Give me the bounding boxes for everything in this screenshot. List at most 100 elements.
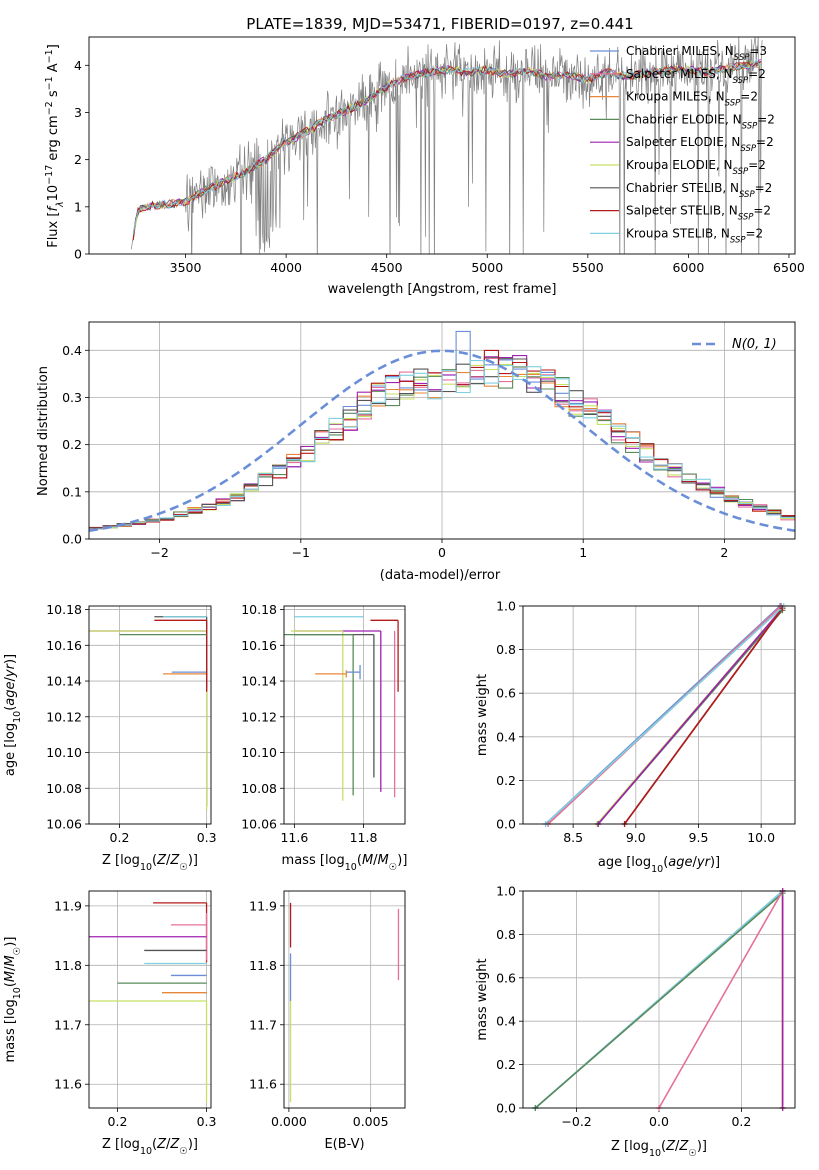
y-tick-label: 10.18 xyxy=(241,602,277,617)
y-tick-label: 0.4 xyxy=(62,343,82,358)
y-tick-label: 0.4 xyxy=(496,1014,516,1029)
y-tick-label: 0.0 xyxy=(62,532,82,547)
x-tick-label: 11.8 xyxy=(350,830,378,845)
y-axis-label: mass weight xyxy=(475,674,490,756)
plots: 3500 4000 4500 5000 5500 6000 6500 0 1 2 3 4 Chabrie… xyxy=(3,36,805,1159)
y-tick-label: 4 xyxy=(74,58,82,73)
y-tick-label: 0.1 xyxy=(62,484,82,499)
x-tick-label: 0.005 xyxy=(353,1114,389,1129)
y-tick-label: 2 xyxy=(74,152,82,167)
axes-mass-vs-ebv: 0.000 0.005 11.6 11.7 11.8 11.9 E(B-V) xyxy=(249,890,406,1152)
x-tick-label: 3500 xyxy=(170,260,202,275)
legend: Chabrier MILES, NSSP=3 Salpeter MILES, NS… xyxy=(590,44,775,245)
y-tick-label: 11.8 xyxy=(249,958,277,973)
axes-residuals: −2 −1 0 1 2 0.0 0.1 0.2 0.3 0.4 N(0, 1) (data-model… xyxy=(36,321,796,583)
x-axis-label: Z [log10(Z/Z☉)] xyxy=(611,1139,707,1159)
x-tick-label: 0.2 xyxy=(110,830,130,845)
y-tick-label: 11.7 xyxy=(54,1017,82,1032)
y-tick-label: 10.18 xyxy=(46,602,82,617)
x-tick-label: 0.2 xyxy=(108,1114,128,1129)
y-tick-label: 11.6 xyxy=(54,1077,82,1092)
model-line xyxy=(132,61,761,241)
axes-spectrum: 3500 4000 4500 5000 5500 6000 6500 0 1 2 3 4 Chabrie… xyxy=(44,36,805,297)
weight-line xyxy=(597,607,784,824)
y-tick-label: 0.0 xyxy=(496,1101,516,1116)
legend-entry: Salpeter MILES, NSSP=2 xyxy=(626,67,766,86)
axes-frame xyxy=(88,890,212,1109)
x-tick-label: −2 xyxy=(150,545,168,560)
y-axis-label: age [log10(age/yr)] xyxy=(3,654,23,776)
x-tick-label: 0.2 xyxy=(731,1114,751,1129)
axes-frame xyxy=(88,321,796,540)
y-tick-label: 10.14 xyxy=(46,674,82,689)
x-tick-label: −0.2 xyxy=(561,1114,591,1129)
y-tick-label: 0.2 xyxy=(496,1057,516,1072)
plot-area xyxy=(89,616,208,810)
y-tick-label: 0.0 xyxy=(496,817,516,832)
y-tick-label: 0.2 xyxy=(496,773,516,788)
y-tick-label: 10.12 xyxy=(241,709,277,724)
x-axis-label: Z [log10(Z/Z☉)] xyxy=(102,853,198,873)
y-tick-label: 10.10 xyxy=(241,745,277,760)
axes-frame xyxy=(283,890,406,1109)
figure-title: PLATE=1839, MJD=53471, FIBERID=0197, z=0… xyxy=(246,15,633,33)
gridlines xyxy=(523,605,795,825)
legend-entry: Salpeter ELODIE, NSSP=2 xyxy=(626,135,774,154)
plot-area xyxy=(289,902,400,1103)
y-axis-label: Normed distribution xyxy=(36,366,51,496)
y-tick-label: 1.0 xyxy=(496,884,516,899)
y-tick-label: 0.2 xyxy=(62,437,82,452)
y-tick-label: 0.6 xyxy=(496,686,516,701)
x-tick-label: 0.000 xyxy=(271,1114,307,1129)
y-tick-label: 10.16 xyxy=(241,638,277,653)
y-tick-label: 0.4 xyxy=(496,729,516,744)
x-tick-label: 0.0 xyxy=(649,1114,669,1129)
y-tick-label: 1.0 xyxy=(496,599,516,614)
axes-mass-vs-Z: 0.2 0.3 11.6 11.7 11.8 11.9 Z [log10(Z/Z☉)] mas… xyxy=(3,890,217,1157)
x-tick-label: 2 xyxy=(720,545,728,560)
x-tick-label: 9.0 xyxy=(626,830,646,845)
plot-area xyxy=(545,606,785,824)
axes-frame xyxy=(283,605,406,825)
x-tick-label: 5000 xyxy=(471,260,503,275)
legend-entry: Kroupa STELIB, NSSP=2 xyxy=(626,226,763,245)
y-tick-label: 10.14 xyxy=(241,674,277,689)
legend: N(0, 1) xyxy=(692,337,777,352)
x-tick-label: 10.0 xyxy=(747,830,775,845)
axes-frame xyxy=(88,605,212,825)
y-axis-label: mass weight xyxy=(475,958,490,1040)
x-tick-label: 0 xyxy=(438,545,446,560)
histogram-step xyxy=(89,360,795,530)
legend-entry: Chabrier STELIB, NSSP=2 xyxy=(626,181,772,200)
x-tick-label: 9.5 xyxy=(689,830,709,845)
y-tick-label: 11.8 xyxy=(54,958,82,973)
x-tick-label: 0.3 xyxy=(197,1114,217,1129)
x-tick-label: −1 xyxy=(292,545,310,560)
axes-weight-vs-age: 8.5 9.0 9.5 10.0 0.0 0.2 0.4 0.6 0.8 1.0 age [log1… xyxy=(475,599,796,875)
y-tick-label: 10.06 xyxy=(241,817,277,832)
legend-entry: Chabrier MILES, NSSP=3 xyxy=(626,44,767,63)
gridlines xyxy=(284,606,405,825)
x-tick-label: 6500 xyxy=(773,260,805,275)
y-tick-label: 11.7 xyxy=(249,1017,277,1032)
y-tick-label: 11.9 xyxy=(54,898,82,913)
y-axis-label: mass [log10(M/M☉)] xyxy=(3,937,23,1063)
weight-line xyxy=(545,606,785,824)
y-tick-label: 10.08 xyxy=(241,781,277,796)
weight-line xyxy=(534,892,784,1108)
x-tick-label: 11.6 xyxy=(280,830,308,845)
y-tick-label: 1 xyxy=(74,199,82,214)
axes-frame xyxy=(522,605,796,825)
y-tick-label: 0.6 xyxy=(496,970,516,985)
x-tick-label: 4500 xyxy=(371,260,403,275)
axes-weight-vs-Z: −0.2 0.0 0.2 0.0 0.2 0.4 0.6 0.8 1.0 Z [log10(Z/Z… xyxy=(475,884,796,1159)
spectrum-data-line xyxy=(130,37,763,254)
x-tick-label: 4000 xyxy=(270,260,302,275)
plot-area xyxy=(284,616,399,801)
y-tick-label: 3 xyxy=(74,105,82,120)
y-tick-label: 10.08 xyxy=(46,781,82,796)
x-axis-label: age [log10(age/yr)] xyxy=(598,855,720,875)
y-tick-label: 10.10 xyxy=(46,745,82,760)
x-axis-label: mass [log10(M/M☉)] xyxy=(282,853,408,873)
